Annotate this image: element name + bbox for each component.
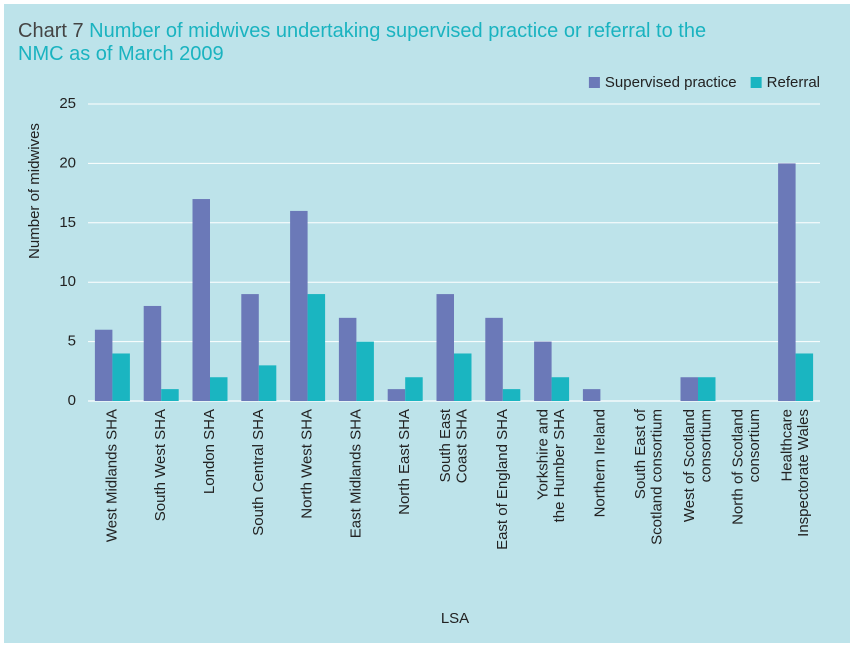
legend-swatch	[588, 77, 600, 88]
bar	[698, 377, 716, 401]
bar	[143, 305, 162, 401]
x-tick-label: Northern Ireland	[591, 409, 608, 517]
y-tick-label: 25	[59, 95, 76, 112]
bar	[112, 353, 130, 401]
x-tick-label: HealthcareInspectorate Wales	[778, 409, 812, 537]
x-tick-label: West Midlands SHA	[103, 409, 120, 542]
x-axis-label: LSA	[441, 610, 469, 627]
legend-label: Referral	[767, 74, 820, 91]
y-tick-label: 15	[59, 214, 76, 231]
bar	[94, 329, 113, 401]
legend-label: Supervised practice	[605, 74, 737, 91]
bar	[338, 317, 357, 401]
bar	[192, 199, 210, 401]
x-tick-label: East of England SHA	[494, 409, 511, 550]
x-tick-label: North of Scotlandconsortium	[730, 409, 764, 525]
bar	[534, 341, 552, 401]
bar	[454, 353, 472, 401]
bar	[551, 377, 570, 401]
x-tick-label: East Midlands SHA	[347, 409, 364, 538]
x-tick-label: South Central SHA	[250, 409, 267, 536]
bar	[210, 377, 228, 401]
x-tick-label: London SHA	[201, 409, 218, 494]
x-tick-label: Yorkshire andthe Humber SHA	[534, 409, 568, 522]
bar	[387, 389, 406, 401]
chart-label: Chart 7	[18, 20, 84, 42]
bar	[241, 294, 259, 401]
bar	[436, 294, 454, 401]
x-tick-label: South East ofScotland consortium	[632, 408, 666, 545]
bar	[307, 294, 326, 401]
chart-heading: Chart 7 Number of midwives undertaking s…	[18, 20, 718, 66]
y-tick-label: 20	[59, 154, 76, 171]
bar	[290, 210, 308, 401]
bar	[485, 317, 503, 401]
bar	[778, 163, 796, 401]
bar	[680, 377, 698, 401]
y-tick-label: 0	[68, 392, 76, 409]
x-tick-label: North East SHA	[396, 409, 413, 515]
bar	[258, 365, 277, 401]
legend-swatch	[750, 77, 762, 88]
x-tick-label: West of Scotlandconsortium	[681, 409, 715, 522]
x-tick-label: North West SHA	[299, 409, 316, 519]
bar	[582, 389, 601, 401]
x-tick-label: South West SHA	[152, 409, 169, 521]
bar	[356, 341, 374, 401]
bar	[502, 389, 521, 401]
x-tick-label: South EastCoast SHA	[437, 408, 471, 483]
bar	[405, 377, 423, 401]
y-tick-label: 10	[59, 273, 76, 290]
y-tick-label: 5	[68, 333, 76, 350]
y-axis-label: Number of midwives	[26, 123, 43, 259]
bar	[161, 389, 179, 401]
bar	[795, 353, 814, 401]
chart-title: Number of midwives undertaking supervise…	[18, 20, 707, 65]
